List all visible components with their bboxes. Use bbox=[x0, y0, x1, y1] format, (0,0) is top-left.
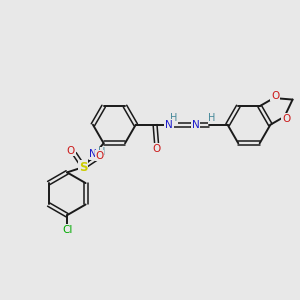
Text: O: O bbox=[152, 143, 161, 154]
Text: N: N bbox=[165, 120, 173, 130]
Text: H: H bbox=[98, 147, 105, 157]
Text: S: S bbox=[79, 160, 88, 173]
Text: N: N bbox=[192, 120, 200, 130]
Text: N: N bbox=[89, 149, 97, 159]
Text: Cl: Cl bbox=[62, 225, 72, 235]
Text: O: O bbox=[67, 146, 75, 156]
Text: H: H bbox=[208, 113, 216, 123]
Text: H: H bbox=[170, 113, 177, 123]
Text: O: O bbox=[95, 151, 104, 161]
Text: O: O bbox=[282, 114, 290, 124]
Text: O: O bbox=[271, 91, 279, 101]
